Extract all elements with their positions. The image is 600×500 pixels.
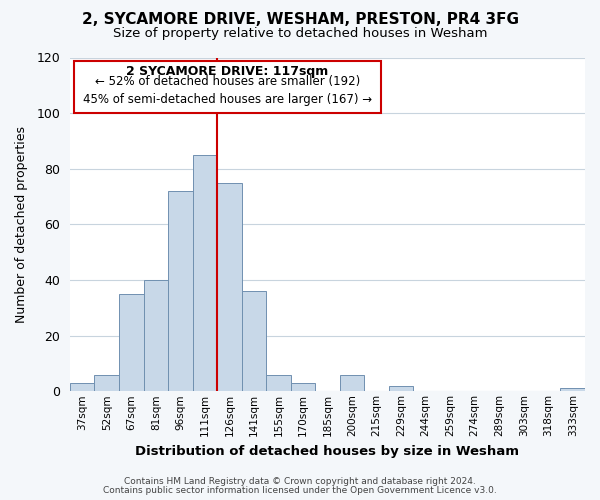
Bar <box>119 294 143 392</box>
Bar <box>560 388 585 392</box>
Text: 2 SYCAMORE DRIVE: 117sqm: 2 SYCAMORE DRIVE: 117sqm <box>126 65 328 78</box>
Text: Contains HM Land Registry data © Crown copyright and database right 2024.: Contains HM Land Registry data © Crown c… <box>124 477 476 486</box>
Bar <box>217 182 242 392</box>
Bar <box>168 191 193 392</box>
Bar <box>94 374 119 392</box>
Text: Size of property relative to detached houses in Wesham: Size of property relative to detached ho… <box>113 28 487 40</box>
Y-axis label: Number of detached properties: Number of detached properties <box>15 126 28 323</box>
FancyBboxPatch shape <box>74 61 380 112</box>
Bar <box>242 291 266 392</box>
Bar <box>340 374 364 392</box>
Text: 45% of semi-detached houses are larger (167) →: 45% of semi-detached houses are larger (… <box>83 93 372 106</box>
Bar <box>266 374 290 392</box>
Bar <box>389 386 413 392</box>
Bar <box>143 280 168 392</box>
Text: ← 52% of detached houses are smaller (192): ← 52% of detached houses are smaller (19… <box>95 75 360 88</box>
Bar <box>193 155 217 392</box>
Bar <box>70 383 94 392</box>
Bar <box>290 383 315 392</box>
X-axis label: Distribution of detached houses by size in Wesham: Distribution of detached houses by size … <box>136 444 520 458</box>
Text: 2, SYCAMORE DRIVE, WESHAM, PRESTON, PR4 3FG: 2, SYCAMORE DRIVE, WESHAM, PRESTON, PR4 … <box>82 12 518 28</box>
Text: Contains public sector information licensed under the Open Government Licence v3: Contains public sector information licen… <box>103 486 497 495</box>
